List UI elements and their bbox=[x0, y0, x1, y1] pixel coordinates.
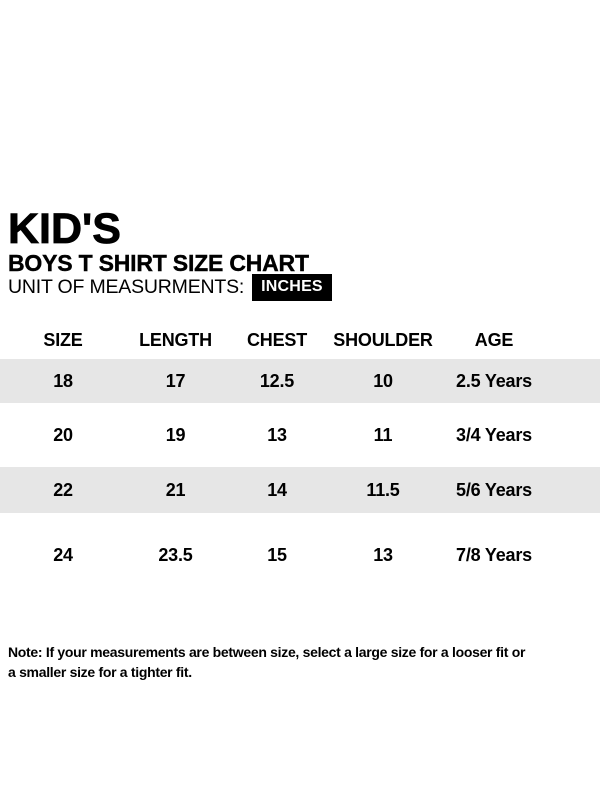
table-cell: 19 bbox=[165, 424, 186, 445]
table-cell: 20 bbox=[53, 424, 73, 445]
table-cell: 7/8 Years bbox=[456, 544, 532, 565]
table-cell: 3/4 Years bbox=[456, 424, 532, 445]
table-row: 22 21 14 11.5 5/6 Years bbox=[0, 467, 600, 513]
column-header-age: AGE bbox=[474, 330, 514, 350]
table-cell: 11.5 bbox=[366, 479, 400, 500]
fit-note: Note: If your measurements are between s… bbox=[8, 642, 525, 682]
table-row: 24 23.5 15 13 7/8 Years bbox=[0, 513, 600, 597]
table-cell: 13 bbox=[373, 544, 393, 565]
table-cell: 11 bbox=[373, 424, 393, 445]
table-cell: 18 bbox=[53, 370, 73, 391]
unit-value-badge: INCHES bbox=[252, 273, 332, 301]
fit-note-line-1: Note: If your measurements are between s… bbox=[8, 644, 526, 660]
table-header-row: SIZE LENGTH CHEST SHOULDER AGE bbox=[0, 322, 600, 359]
size-table-body: 18 17 12.5 10 2.5 Years 20 19 13 11 3/4 Years 22 21… bbox=[0, 359, 600, 597]
table-cell: 13 bbox=[267, 424, 287, 445]
table-cell: 14 bbox=[267, 479, 287, 500]
table-cell: 5/6 Years bbox=[456, 479, 532, 500]
table-cell: 23.5 bbox=[158, 544, 193, 565]
page-subtitle: BOYS T SHIRT SIZE CHART bbox=[8, 250, 309, 276]
unit-label: UNIT OF MEASURMENTS: bbox=[8, 275, 245, 298]
size-table: SIZE LENGTH CHEST SHOULDER AGE 18 17 12.5 1… bbox=[0, 322, 600, 597]
table-row: 20 19 13 11 3/4 Years bbox=[0, 403, 600, 467]
fit-note-line-2: a smaller size for a tighter fit. bbox=[8, 664, 192, 680]
column-header-chest: CHEST bbox=[246, 330, 307, 350]
table-cell: 12.5 bbox=[259, 370, 295, 391]
table-cell: 17 bbox=[165, 370, 186, 391]
unit-row: UNIT OF MEASURMENTS: INCHES bbox=[8, 273, 332, 301]
column-header-size: SIZE bbox=[43, 330, 83, 350]
table-cell: 2.5 Years bbox=[456, 370, 532, 391]
table-cell: 22 bbox=[53, 479, 73, 500]
table-cell: 24 bbox=[53, 544, 73, 565]
column-header-shoulder: SHOULDER bbox=[333, 330, 433, 350]
page-title: KID'S bbox=[8, 205, 122, 253]
table-row: 18 17 12.5 10 2.5 Years bbox=[0, 359, 600, 403]
column-header-length: LENGTH bbox=[139, 330, 212, 350]
table-cell: 15 bbox=[267, 544, 287, 565]
table-cell: 21 bbox=[165, 479, 186, 500]
table-cell: 10 bbox=[373, 370, 393, 391]
